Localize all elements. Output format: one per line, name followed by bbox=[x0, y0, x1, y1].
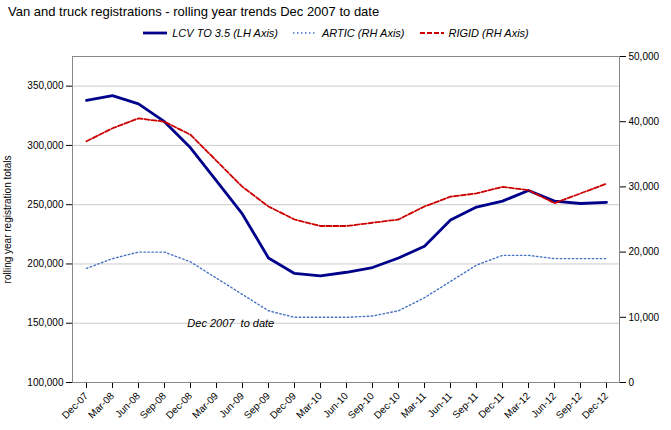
svg-text:30,000: 30,000 bbox=[629, 181, 660, 192]
html-text:RIGID (RH Axis): RIGID (RH Axis) bbox=[448, 27, 529, 39]
svg-text:rolling year registration tota: rolling year registration totals bbox=[2, 156, 13, 284]
html-text:LCV TO 3.5 (LH Axis): LCV TO 3.5 (LH Axis) bbox=[172, 27, 278, 39]
svg-text:50,000: 50,000 bbox=[629, 51, 660, 62]
svg-text:Dec-09: Dec-09 bbox=[268, 390, 299, 421]
svg-text:Mar-11: Mar-11 bbox=[399, 390, 429, 420]
svg-text:Jun-12: Jun-12 bbox=[529, 390, 559, 420]
svg-text:200,000: 200,000 bbox=[27, 258, 64, 269]
svg-text:Sep-08: Sep-08 bbox=[138, 390, 169, 421]
svg-text:Sep-12: Sep-12 bbox=[554, 390, 585, 421]
svg-text:Sep-11: Sep-11 bbox=[450, 390, 480, 420]
svg-text:Dec-07: Dec-07 bbox=[60, 390, 91, 421]
svg-text:300,000: 300,000 bbox=[27, 140, 64, 151]
svg-text:Jun-08: Jun-08 bbox=[113, 390, 143, 420]
svg-text:Dec 2007 to date: Dec 2007 to date bbox=[187, 317, 274, 329]
svg-text:150,000: 150,000 bbox=[27, 317, 64, 328]
svg-text:250,000: 250,000 bbox=[27, 199, 64, 210]
svg-text:0: 0 bbox=[629, 377, 635, 388]
html-text:ARTIC (RH Axis): ARTIC (RH Axis) bbox=[322, 27, 405, 39]
svg-text:Jun-11: Jun-11 bbox=[425, 390, 454, 419]
svg-text:20,000: 20,000 bbox=[629, 246, 660, 257]
svg-text:Sep-09: Sep-09 bbox=[242, 390, 273, 421]
svg-text:40,000: 40,000 bbox=[629, 116, 660, 127]
svg-text:Dec-12: Dec-12 bbox=[580, 390, 611, 421]
svg-text:Mar-10: Mar-10 bbox=[294, 390, 324, 420]
svg-text:Dec-08: Dec-08 bbox=[164, 390, 195, 421]
html-text:Van and truck registrations -: Van and truck registrations - rolling ye… bbox=[8, 4, 380, 19]
svg-text:350,000: 350,000 bbox=[27, 80, 64, 91]
svg-text:Dec-10: Dec-10 bbox=[372, 390, 403, 421]
svg-text:Dec-11: Dec-11 bbox=[476, 390, 506, 420]
svg-text:10,000: 10,000 bbox=[629, 312, 660, 323]
svg-text:100,000: 100,000 bbox=[27, 377, 64, 388]
svg-text:Mar-12: Mar-12 bbox=[502, 390, 532, 420]
svg-text:Sep-10: Sep-10 bbox=[346, 390, 377, 421]
svg-text:Jun-10: Jun-10 bbox=[321, 390, 351, 420]
svg-text:Mar-08: Mar-08 bbox=[86, 390, 116, 420]
svg-text:Mar-09: Mar-09 bbox=[190, 390, 220, 420]
svg-text:Jun-09: Jun-09 bbox=[217, 390, 247, 420]
